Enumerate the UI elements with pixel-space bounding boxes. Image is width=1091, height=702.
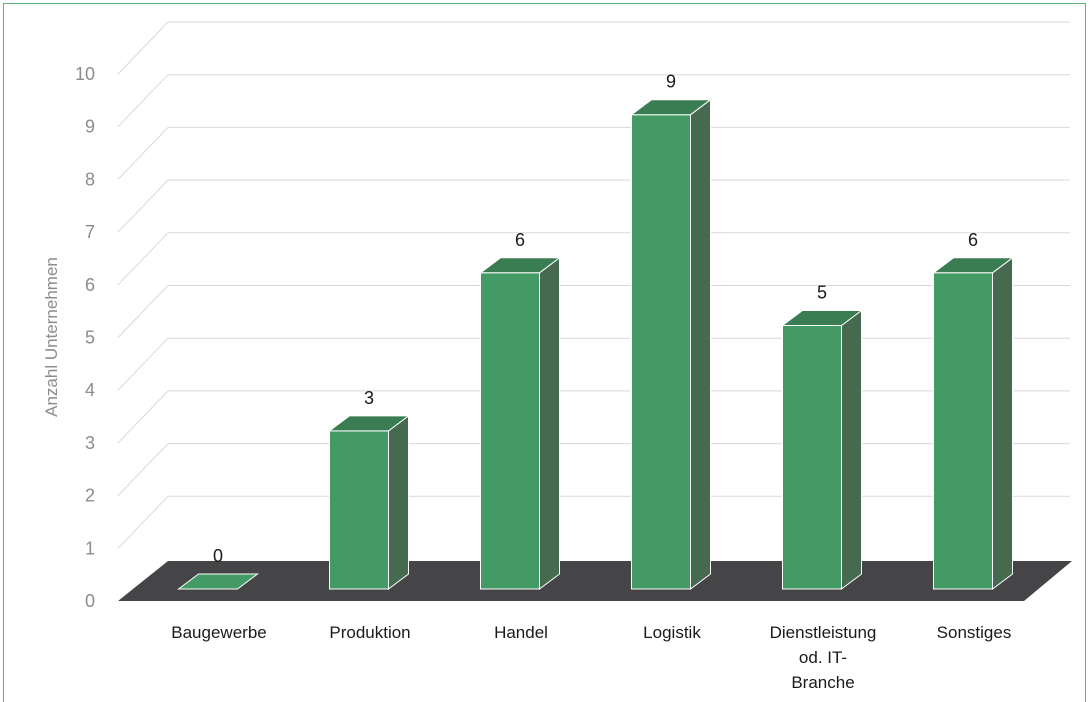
bar-top bbox=[781, 310, 863, 326]
data-label: 6 bbox=[968, 230, 978, 250]
category-label: Produktion bbox=[329, 623, 410, 642]
y-tick-label: 2 bbox=[85, 486, 95, 506]
chart-floor bbox=[118, 561, 1072, 601]
bar-side bbox=[992, 256, 1013, 590]
y-tick-label: 3 bbox=[85, 433, 95, 453]
category-label: Sonstiges bbox=[937, 623, 1012, 642]
y-tick-label: 7 bbox=[85, 222, 95, 242]
y-tick-label: 8 bbox=[85, 169, 95, 189]
bar-side bbox=[388, 414, 409, 590]
bar bbox=[781, 309, 863, 590]
floor-plane bbox=[118, 561, 1072, 601]
bar bbox=[932, 256, 1014, 590]
bar-side bbox=[539, 256, 560, 590]
bar-side bbox=[841, 309, 862, 590]
data-label: 0 bbox=[213, 546, 223, 566]
y-tick-label: 10 bbox=[75, 64, 95, 84]
data-labels: 0 3 6 9 5 6 bbox=[213, 72, 978, 566]
gridline-side bbox=[117, 443, 169, 496]
bar bbox=[328, 414, 410, 590]
y-tick-label: 0 bbox=[85, 591, 95, 611]
gridline-side bbox=[117, 21, 169, 75]
bar-side bbox=[690, 98, 711, 590]
category-label: Logistik bbox=[643, 623, 701, 642]
gridline-side bbox=[117, 232, 169, 286]
bar-front bbox=[782, 325, 842, 590]
bar-top bbox=[932, 257, 1014, 274]
category-label: Dienstleistung od. IT-Branche bbox=[770, 623, 877, 692]
y-tick-label: 4 bbox=[85, 380, 95, 400]
bars bbox=[177, 98, 1014, 590]
bar-top bbox=[328, 415, 410, 432]
gridline-side bbox=[117, 337, 169, 391]
bar bbox=[177, 573, 259, 590]
bar-front bbox=[480, 272, 540, 590]
gridline-side bbox=[117, 390, 169, 444]
data-label: 9 bbox=[666, 72, 676, 92]
category-label: Baugewerbe bbox=[171, 623, 266, 642]
data-label: 3 bbox=[364, 388, 374, 408]
category-label: Handel bbox=[494, 623, 548, 642]
gridline-side bbox=[117, 74, 169, 128]
bar-top bbox=[479, 257, 561, 274]
y-tick-label: 5 bbox=[85, 328, 95, 348]
bar bbox=[630, 98, 712, 590]
gridline-side bbox=[117, 285, 169, 338]
bar bbox=[479, 256, 561, 590]
data-label: 6 bbox=[515, 230, 525, 250]
gridline-side bbox=[117, 179, 169, 233]
bar-front bbox=[933, 272, 993, 590]
bar-front bbox=[329, 430, 389, 590]
x-axis-categories: Baugewerbe Produktion Handel Logistik Dienst… bbox=[171, 623, 1011, 692]
bar-top bbox=[177, 573, 259, 590]
y-tick-label: 6 bbox=[85, 275, 95, 295]
y-tick-label: 9 bbox=[85, 117, 95, 137]
y-axis-ticks: 0 1 2 3 4 5 6 7 8 9 10 bbox=[75, 64, 95, 611]
gridline-side bbox=[117, 495, 169, 549]
gridlines bbox=[117, 21, 1070, 549]
y-axis-label: Anzahl Unternehmen bbox=[42, 257, 61, 417]
bar-front bbox=[631, 114, 691, 590]
bar-top bbox=[630, 99, 712, 116]
gridline-side bbox=[117, 127, 169, 180]
y-tick-label: 1 bbox=[85, 538, 95, 558]
data-label: 5 bbox=[817, 283, 827, 303]
